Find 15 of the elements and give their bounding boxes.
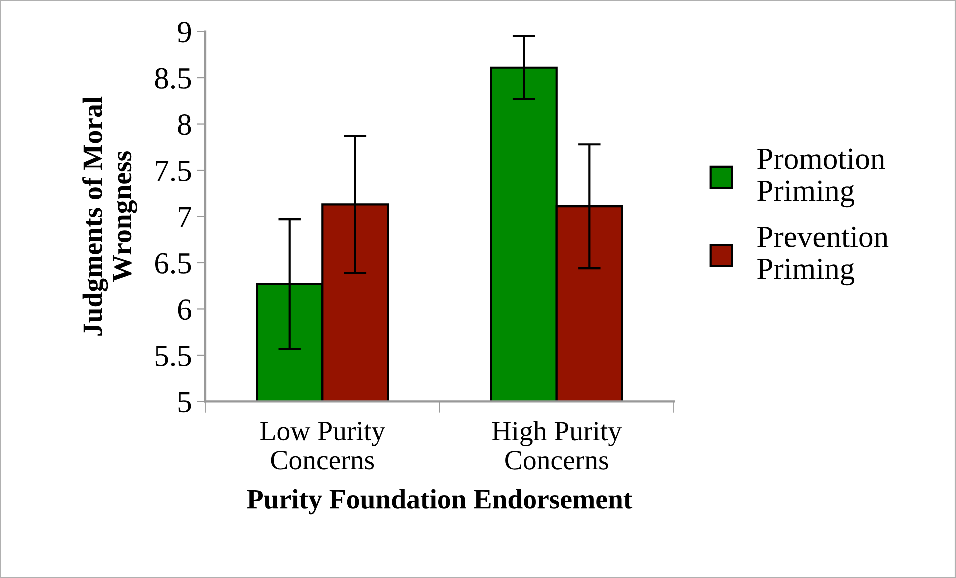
y-axis-title: Judgments of Moral Wrongness bbox=[82, 96, 138, 336]
y-tick-label: 6 bbox=[178, 300, 192, 320]
y-tick-label: 6.5 bbox=[155, 253, 192, 274]
y-tick-label: 8.5 bbox=[155, 68, 192, 90]
legend-label: Promotion Priming bbox=[758, 148, 886, 208]
x-tick-label: High Purity Concerns bbox=[492, 421, 622, 470]
y-tick-label: 7 bbox=[179, 207, 192, 228]
y-tick-label: 8 bbox=[178, 114, 192, 136]
x-tick-label: Low Purity Concerns bbox=[260, 422, 386, 470]
y-tick-label: 5 bbox=[178, 392, 192, 413]
y-tick-label: 5.5 bbox=[156, 346, 192, 367]
y-tick-label: 9 bbox=[178, 22, 192, 43]
x-axis-title: Purity Foundation Endorsement bbox=[247, 489, 633, 515]
y-tick-label: 7.5 bbox=[156, 161, 192, 182]
legend-label: Prevention Priming bbox=[758, 226, 889, 286]
